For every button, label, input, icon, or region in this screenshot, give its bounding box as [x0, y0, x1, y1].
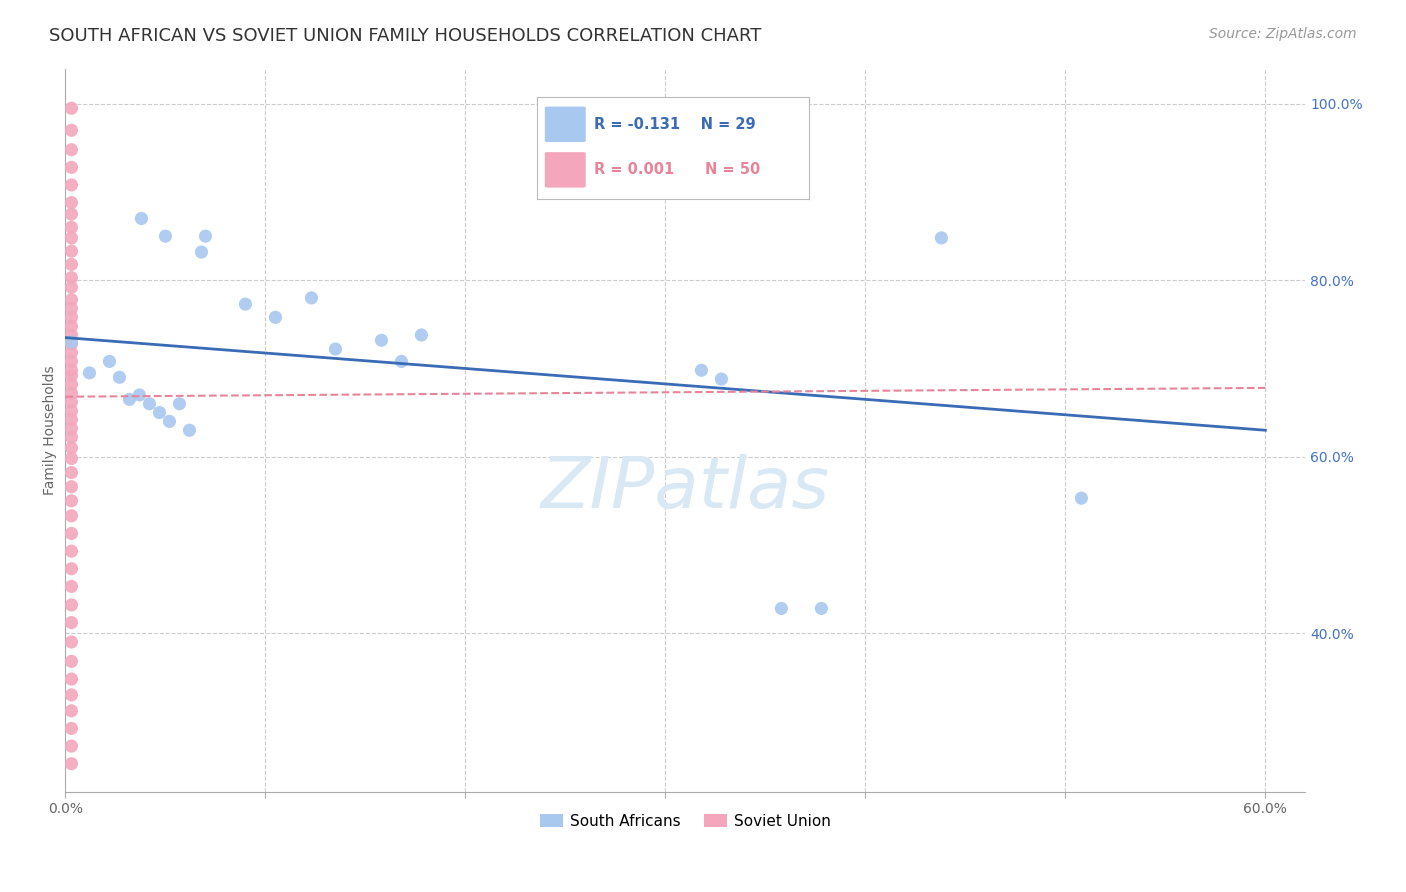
Point [60, 257, 83, 271]
Point [60, 220, 83, 235]
Point [60, 270, 83, 285]
Point [60, 143, 83, 157]
Point [60, 704, 83, 718]
Point [60, 244, 83, 259]
Point [108, 370, 131, 384]
Point [60, 328, 83, 343]
Point [60, 345, 83, 359]
Point [60, 161, 83, 175]
Point [60, 123, 83, 137]
Point [60, 441, 83, 455]
Point [690, 363, 713, 377]
Y-axis label: Family Households: Family Households [44, 366, 58, 495]
Point [60, 412, 83, 426]
Point [60, 579, 83, 593]
Point [190, 245, 212, 260]
Point [60, 654, 83, 668]
Point [60, 466, 83, 480]
Point [60, 334, 83, 349]
Point [118, 392, 141, 407]
Point [98, 354, 121, 368]
Point [60, 615, 83, 630]
Point [60, 178, 83, 192]
Point [60, 480, 83, 494]
Point [60, 421, 83, 435]
Point [770, 601, 793, 615]
Point [60, 562, 83, 576]
Point [931, 231, 953, 245]
Point [79, 366, 101, 380]
Point [60, 301, 83, 316]
Point [60, 101, 83, 115]
Point [60, 195, 83, 210]
Point [60, 231, 83, 245]
Point [60, 319, 83, 334]
Point [60, 293, 83, 307]
Point [138, 397, 160, 411]
Point [179, 423, 201, 437]
Point [411, 328, 433, 343]
Point [60, 722, 83, 736]
Point [60, 544, 83, 558]
Point [60, 739, 83, 753]
Point [264, 310, 287, 325]
Point [60, 756, 83, 771]
Point [301, 291, 323, 305]
Point [155, 229, 177, 244]
Point [194, 229, 217, 244]
Legend: South Africans, Soviet Union: South Africans, Soviet Union [533, 807, 838, 835]
Point [60, 404, 83, 418]
Point [550, 125, 572, 139]
Point [60, 368, 83, 383]
Point [60, 451, 83, 466]
Point [60, 688, 83, 702]
Point [128, 388, 150, 402]
Point [60, 672, 83, 686]
Point [60, 395, 83, 409]
Point [235, 297, 257, 311]
Text: SOUTH AFRICAN VS SOVIET UNION FAMILY HOUSEHOLDS CORRELATION CHART: SOUTH AFRICAN VS SOVIET UNION FAMILY HOU… [49, 27, 762, 45]
Point [60, 280, 83, 294]
Point [710, 372, 733, 386]
Point [60, 336, 83, 351]
Point [148, 406, 170, 420]
Point [810, 601, 832, 615]
Point [60, 207, 83, 221]
Point [159, 414, 181, 428]
Point [60, 363, 83, 377]
Point [60, 377, 83, 392]
Text: Source: ZipAtlas.com: Source: ZipAtlas.com [1209, 27, 1357, 41]
Point [370, 333, 392, 347]
Text: ZIPatlas: ZIPatlas [541, 454, 830, 523]
Point [60, 526, 83, 541]
Point [60, 508, 83, 523]
Point [131, 211, 153, 226]
Point [60, 598, 83, 612]
Point [60, 430, 83, 444]
Point [60, 354, 83, 368]
Point [60, 310, 83, 325]
Point [325, 342, 347, 356]
Point [169, 397, 191, 411]
Point [391, 354, 413, 368]
Point [60, 493, 83, 508]
Point [60, 635, 83, 649]
Point [60, 386, 83, 401]
Point [1070, 491, 1092, 505]
